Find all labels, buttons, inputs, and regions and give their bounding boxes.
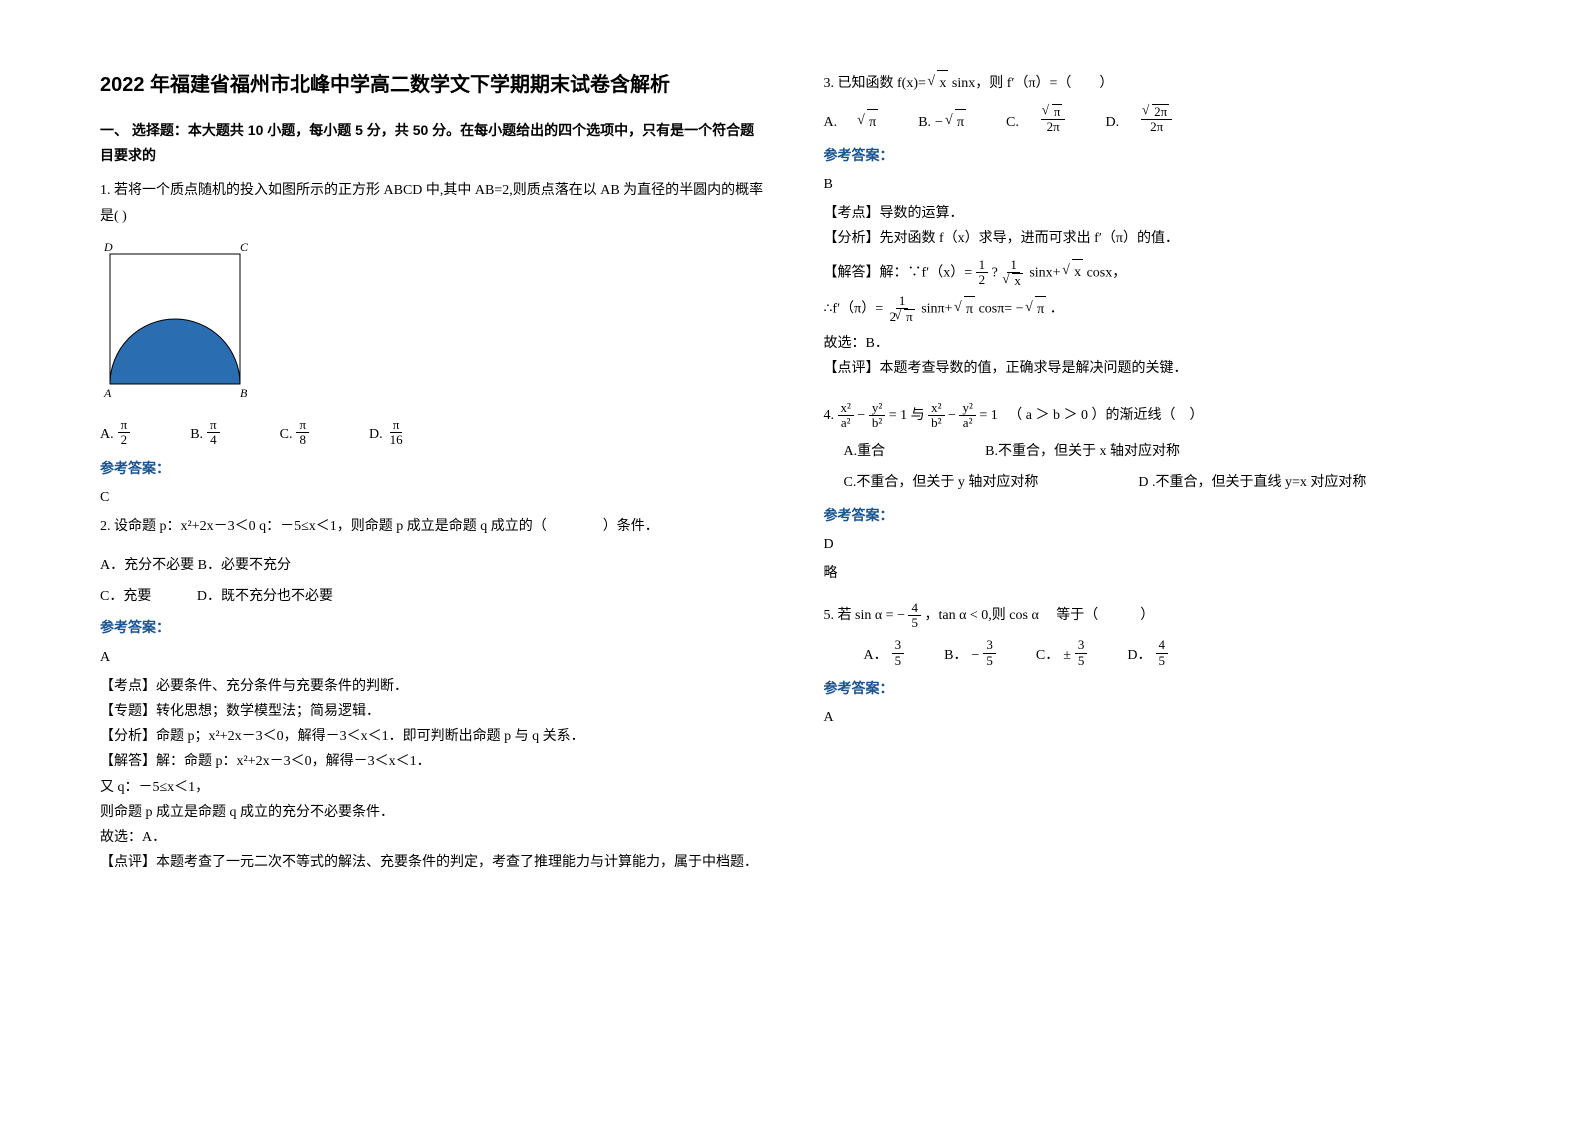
- question-4: 4. x²a² − y²b² = 1 与 x²b² − y²a² = 1 （ a…: [824, 401, 1488, 431]
- question-2-text: 2. 设命题 p：x²+2x－3＜0 q：－5≤x＜1，则命题 p 成立是命题 …: [100, 514, 764, 539]
- q1-answer-label: 参考答案：: [100, 456, 764, 481]
- q2-tag1: 【考点】必要条件、充分条件与充要条件的判断．: [100, 674, 764, 699]
- q2-line3: 故选：A．: [100, 825, 764, 850]
- q2-tag3: 【分析】命题 p；x²+2x－3＜0，解得－3＜x＜1．即可判断出命题 p 与 …: [100, 724, 764, 749]
- q3-opt-b: B. − π: [918, 109, 966, 135]
- q5-opt-a: A． 35: [864, 638, 905, 668]
- q1-diagram: D C A B: [100, 239, 764, 408]
- question-5: 5. 若 sin α = − 45 ，tan α < 0,则 cos α 等于（…: [824, 601, 1488, 631]
- q2-tag4: 【解答】解：命题 p：x²+2x－3＜0，解得－3＜x＜1．: [100, 749, 764, 774]
- q5-options: A． 35 B． − 35 C． ± 35 D． 45: [864, 638, 1488, 668]
- q3-tag1: 【考点】导数的运算．: [824, 201, 1488, 226]
- section-1-header: 一、 选择题：本大题共 10 小题，每小题 5 分，共 50 分。在每小题给出的…: [100, 118, 764, 168]
- q4-answer-label: 参考答案：: [824, 503, 1488, 528]
- q2-tag2: 【专题】转化思想；数学模型法；简易逻辑．: [100, 699, 764, 724]
- q2-line2: 则命题 p 成立是命题 q 成立的充分不必要条件．: [100, 800, 764, 825]
- q4-opt-d: D .不重合，但关于直线 y=x 对应对称: [1138, 470, 1366, 495]
- q3-line2: 故选：B．: [824, 331, 1488, 356]
- question-3: 3. 已知函数 f(x)= x sinx，则 f′（π）=（ ）: [824, 70, 1488, 96]
- svg-text:D: D: [103, 240, 113, 254]
- svg-text:B: B: [240, 386, 248, 399]
- q3-answer: B: [824, 172, 1488, 197]
- q5-opt-d: D． 45: [1127, 638, 1168, 668]
- q5-opt-c: C． ± 35: [1036, 638, 1088, 668]
- q3-tag3: 【解答】解：∵f′（x）= 12 ? 1x sinx+ x cosx，: [824, 258, 1488, 289]
- q4-answer: D: [824, 532, 1488, 557]
- q5-answer: A: [824, 705, 1488, 730]
- q5-answer-label: 参考答案：: [824, 676, 1488, 701]
- square-semicircle-svg: D C A B: [100, 239, 250, 399]
- q3-opt-d: D. 2π2π: [1105, 104, 1172, 135]
- svg-text:C: C: [240, 240, 249, 254]
- q3-tag2: 【分析】先对函数 f（x）求导，进而可求出 f′（π）的值．: [824, 226, 1488, 251]
- left-column: 2022 年福建省福州市北峰中学高二数学文下学期期末试卷含解析 一、 选择题：本…: [100, 70, 764, 875]
- q1-opt-b: B. π4: [190, 418, 219, 448]
- q4-opt-c: C.不重合，但关于 y 轴对应对称: [844, 470, 1039, 495]
- q2-answer-label: 参考答案：: [100, 615, 764, 640]
- q1-answer: C: [100, 485, 764, 510]
- q5-opt-b: B． − 35: [944, 638, 996, 668]
- q3-line1: ∴f′（π）= 12π sinπ+ π cosπ= − π ．: [824, 294, 1488, 325]
- question-1: 1. 若将一个质点随机的投入如图所示的正方形 ABCD 中,其中 AB=2,则质…: [100, 178, 764, 228]
- q3-opt-a: A. π: [824, 109, 879, 135]
- q1-opt-d: D. π16: [369, 418, 406, 448]
- q2-opts-row1: A．充分不必要 B．必要不充分: [100, 553, 764, 578]
- q3-tag4: 【点评】本题考查导数的值，正确求导是解决问题的关键．: [824, 356, 1488, 381]
- q4-opt-a: A.重合: [844, 439, 886, 464]
- q1-opt-a: A. π2: [100, 418, 130, 448]
- q2-line1: 又 q：－5≤x＜1，: [100, 775, 764, 800]
- q2-opts-row2: C．充要 D．既不充分也不必要: [100, 584, 764, 609]
- svg-text:A: A: [103, 386, 112, 399]
- exam-page: 2022 年福建省福州市北峰中学高二数学文下学期期末试卷含解析 一、 选择题：本…: [100, 70, 1487, 875]
- q3-answer-label: 参考答案：: [824, 143, 1488, 168]
- question-1-text: 1. 若将一个质点随机的投入如图所示的正方形 ABCD 中,其中 AB=2,则质…: [100, 178, 764, 228]
- q4-opt-b: B.不重合，但关于 x 轴对应对称: [985, 439, 1180, 464]
- q2-answer: A: [100, 645, 764, 670]
- q4-options: A.重合 B.不重合，但关于 x 轴对应对称 C.不重合，但关于 y 轴对应对称…: [844, 439, 1488, 495]
- q4-note: 略: [824, 561, 1488, 586]
- q1-options: A. π2 B. π4 C. π8 D. π16: [100, 418, 764, 448]
- exam-title: 2022 年福建省福州市北峰中学高二数学文下学期期末试卷含解析: [100, 70, 764, 100]
- q3-opt-c: C. π2π: [1006, 104, 1065, 135]
- q3-options: A. π B. − π C. π2π D. 2π2π: [824, 104, 1488, 135]
- q1-opt-c: C. π8: [280, 418, 309, 448]
- q2-tag5: 【点评】本题考查了一元二次不等式的解法、充要条件的判定，考查了推理能力与计算能力…: [100, 850, 764, 875]
- right-column: 3. 已知函数 f(x)= x sinx，则 f′（π）=（ ） A. π B.…: [824, 70, 1488, 875]
